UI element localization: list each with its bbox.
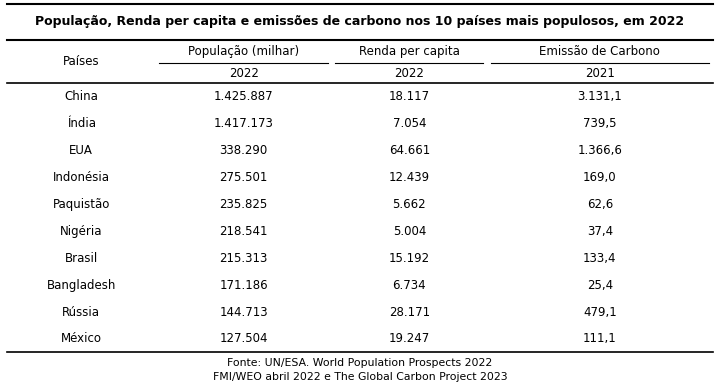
Text: 62,6: 62,6 — [587, 198, 613, 211]
Text: 5.662: 5.662 — [392, 198, 426, 211]
Text: 5.004: 5.004 — [392, 225, 426, 238]
Text: 28.171: 28.171 — [389, 305, 430, 319]
Text: 3.131,1: 3.131,1 — [577, 90, 622, 103]
Text: 37,4: 37,4 — [587, 225, 613, 238]
Text: 6.734: 6.734 — [392, 279, 426, 292]
Text: 2022: 2022 — [229, 67, 258, 80]
Text: Nigéria: Nigéria — [60, 225, 102, 238]
Text: 171.186: 171.186 — [220, 279, 268, 292]
Text: 18.117: 18.117 — [389, 90, 430, 103]
Text: 127.504: 127.504 — [220, 332, 268, 345]
Text: 111,1: 111,1 — [583, 332, 617, 345]
Text: 64.661: 64.661 — [389, 144, 430, 157]
Text: China: China — [64, 90, 98, 103]
Text: Renda per capita: Renda per capita — [359, 45, 460, 58]
Text: FMI/WEO abril 2022 e The Global Carbon Project 2023: FMI/WEO abril 2022 e The Global Carbon P… — [212, 372, 508, 382]
Text: 25,4: 25,4 — [587, 279, 613, 292]
Text: Índia: Índia — [67, 117, 96, 130]
Text: Países: Países — [63, 55, 99, 68]
Text: Fonte: UN/ESA. World Population Prospects 2022: Fonte: UN/ESA. World Population Prospect… — [228, 358, 492, 368]
Text: 7.054: 7.054 — [392, 117, 426, 130]
Text: 2022: 2022 — [395, 67, 424, 80]
Text: EUA: EUA — [69, 144, 93, 157]
Text: 739,5: 739,5 — [583, 117, 616, 130]
Text: 19.247: 19.247 — [389, 332, 430, 345]
Text: 338.290: 338.290 — [220, 144, 268, 157]
Text: México: México — [60, 332, 102, 345]
Text: 12.439: 12.439 — [389, 171, 430, 184]
Text: 215.313: 215.313 — [220, 252, 268, 265]
Text: Rússia: Rússia — [63, 305, 100, 319]
Text: 169,0: 169,0 — [583, 171, 617, 184]
Text: Emissão de Carbono: Emissão de Carbono — [539, 45, 660, 58]
Text: 144.713: 144.713 — [220, 305, 268, 319]
Text: 1.425.887: 1.425.887 — [214, 90, 274, 103]
Text: Paquistão: Paquistão — [53, 198, 110, 211]
Text: Brasil: Brasil — [65, 252, 98, 265]
Text: 275.501: 275.501 — [220, 171, 268, 184]
Text: 479,1: 479,1 — [583, 305, 617, 319]
Text: 218.541: 218.541 — [220, 225, 268, 238]
Text: Indonésia: Indonésia — [53, 171, 109, 184]
Text: 15.192: 15.192 — [389, 252, 430, 265]
Text: População, Renda per capita e emissões de carbono nos 10 países mais populosos, : População, Renda per capita e emissões d… — [35, 15, 685, 28]
Text: 133,4: 133,4 — [583, 252, 616, 265]
Text: 1.417.173: 1.417.173 — [214, 117, 274, 130]
Text: 235.825: 235.825 — [220, 198, 268, 211]
Text: 2021: 2021 — [585, 67, 615, 80]
Text: 1.366,6: 1.366,6 — [577, 144, 622, 157]
Text: Bangladesh: Bangladesh — [47, 279, 116, 292]
Text: População (milhar): População (milhar) — [188, 45, 299, 58]
